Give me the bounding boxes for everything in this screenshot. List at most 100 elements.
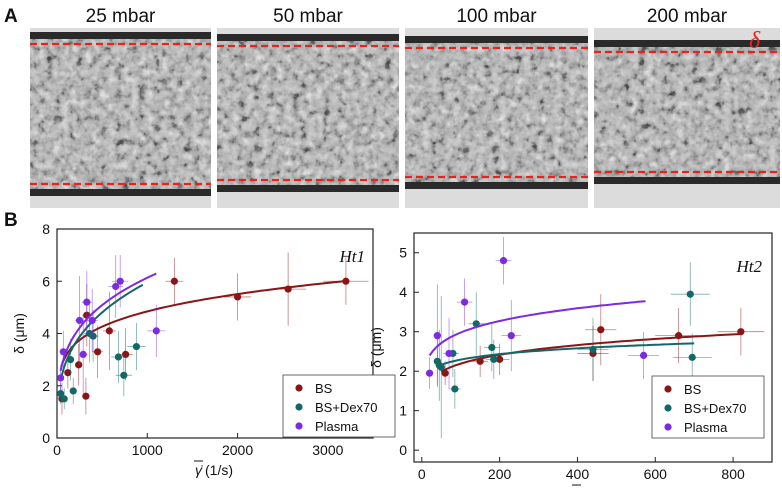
data-point: [443, 317, 455, 389]
data-point: [577, 317, 609, 382]
data-point: [437, 296, 446, 439]
micrograph-frame: 25 mbar: [30, 6, 211, 208]
data-point: [92, 325, 104, 378]
panel-b-letter: B: [4, 210, 18, 231]
data-point: [60, 388, 68, 410]
x-tick-label: 200: [488, 466, 512, 482]
micrograph-frame: 50 mbar: [217, 6, 399, 208]
x-tick-label: 0: [418, 466, 426, 482]
channel-bottom-region: [405, 189, 588, 208]
pressure-label: 200 mbar: [647, 6, 728, 27]
legend-entry: Plasma: [315, 419, 359, 434]
hematocrit-label: Ht2: [736, 257, 763, 276]
channel-bottom-region: [217, 192, 399, 208]
data-marker: [75, 316, 84, 325]
data-marker: [88, 316, 96, 325]
x-axis-unit: (1/s): [205, 462, 233, 478]
data-point: [495, 236, 512, 285]
data-point: [323, 257, 369, 305]
data-point: [147, 304, 166, 358]
data-marker: [105, 327, 113, 335]
data-marker: [688, 353, 696, 361]
data-point: [449, 369, 461, 409]
x-axis-symbol: γ̇: [573, 486, 581, 488]
data-point: [224, 273, 252, 321]
x-tick-label: 800: [721, 466, 745, 482]
data-point: [628, 331, 660, 380]
data-point: [501, 300, 522, 372]
delta-symbol: δ: [749, 28, 761, 54]
legend-entry: BS: [684, 382, 702, 397]
channel-top-wall: [594, 40, 780, 47]
data-point: [672, 333, 712, 382]
data-point: [655, 308, 702, 364]
y-tick-label: 4: [42, 326, 50, 342]
data-marker: [152, 327, 160, 335]
data-marker: [589, 345, 597, 354]
channel-top-wall: [217, 34, 399, 41]
data-marker: [170, 277, 178, 285]
legend: BS BS+Dex70 Plasma: [282, 374, 396, 438]
legend-marker: [664, 404, 672, 412]
pressure-label: 50 mbar: [273, 6, 343, 27]
data-point: [717, 308, 765, 356]
y-tick-label: 1: [399, 403, 407, 419]
data-point: [485, 339, 502, 380]
legend-entry: BS+Dex70: [315, 400, 378, 415]
data-point: [75, 276, 85, 365]
legend-marker: [295, 384, 303, 392]
data-point: [59, 330, 67, 373]
data-marker: [94, 348, 102, 356]
channel-bottom-wall: [405, 182, 588, 189]
data-marker: [57, 374, 65, 382]
data-point: [115, 354, 132, 397]
data-point: [78, 315, 88, 394]
data-marker: [499, 257, 508, 265]
legend-entry: Plasma: [684, 420, 728, 435]
data-marker: [233, 293, 242, 301]
x-tick-label: 2000: [222, 442, 253, 458]
data-marker: [64, 369, 72, 377]
data-point: [425, 357, 434, 389]
fit-curve: [440, 333, 741, 373]
micrograph-cells: [30, 28, 211, 208]
micrograph-cells: [217, 28, 399, 208]
data-marker: [69, 387, 77, 395]
channel-bottom-wall: [217, 185, 399, 192]
data-point: [670, 262, 710, 326]
legend: BS BS+Dex70 Plasma: [651, 375, 765, 439]
pressure-label: 100 mbar: [456, 6, 537, 27]
channel-bottom-region: [594, 184, 780, 208]
fit-curve: [436, 342, 695, 368]
data-point: [111, 330, 126, 384]
data-marker: [451, 385, 459, 393]
y-tick-label: 5: [399, 245, 407, 261]
data-marker: [476, 357, 484, 365]
data-marker: [433, 332, 441, 340]
data-marker: [490, 355, 498, 363]
micrograph-frame: 100 mbar: [405, 6, 588, 208]
data-marker: [60, 395, 68, 403]
micrograph-cells: [405, 28, 588, 208]
y-tick-label: 8: [42, 221, 50, 237]
y-tick-label: 0: [42, 430, 50, 446]
data-marker: [675, 332, 683, 340]
y-tick-label: 2: [399, 363, 407, 379]
data-point: [484, 323, 500, 372]
data-point: [69, 377, 77, 405]
data-marker: [460, 298, 469, 306]
fit-curve: [428, 300, 646, 357]
data-point: [433, 284, 442, 387]
data-marker: [120, 371, 128, 379]
data-point: [82, 377, 90, 415]
legend-marker: [664, 423, 672, 431]
data-marker: [116, 277, 124, 285]
legend-marker: [295, 403, 303, 411]
legend-entry: BS: [315, 381, 333, 396]
chart-ht1: 0 2 4 6 8 0 1000 2000 3000 δ (μm) γ̇ (1/s) Ht1 BS BS+D…: [11, 221, 396, 478]
data-point: [112, 255, 129, 308]
channel-bottom-region: [30, 196, 211, 208]
micrograph-frame: 200 mbar: [594, 6, 780, 208]
data-marker: [83, 298, 91, 306]
